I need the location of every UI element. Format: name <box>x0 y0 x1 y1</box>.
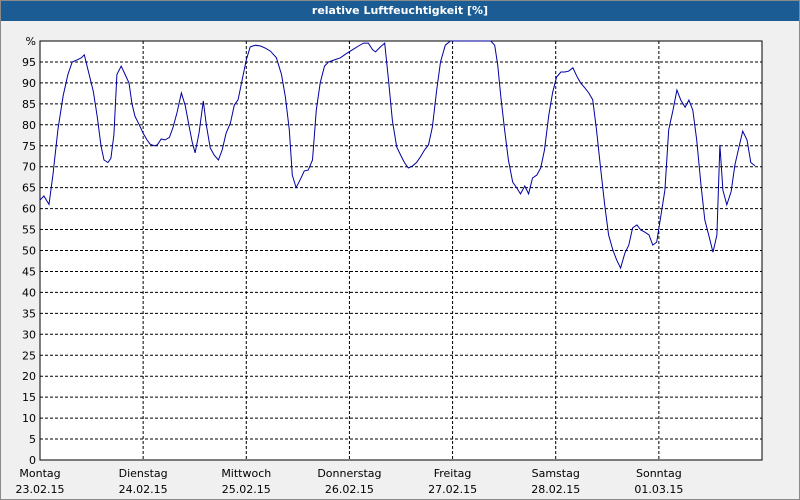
chart-title: relative Luftfeuchtigkeit [%] <box>312 4 488 17</box>
x-tick-label: Freitag <box>434 467 472 480</box>
data-line <box>39 40 756 270</box>
y-tick-label: 90 <box>22 77 36 90</box>
x-tick-label: Sonntag <box>636 467 682 480</box>
title-bar <box>1 1 799 21</box>
x-tick-label: Mittwoch <box>221 467 271 480</box>
y-tick-label: % <box>26 35 36 48</box>
x-tick-date: 28.02.15 <box>531 483 580 496</box>
y-tick-label: 40 <box>22 286 36 299</box>
y-tick-label: 85 <box>22 98 36 111</box>
x-tick-date: 25.02.15 <box>222 483 271 496</box>
x-tick-date: 01.03.15 <box>634 483 683 496</box>
x-tick-label: Dienstag <box>119 467 168 480</box>
y-tick-label: 95 <box>22 56 36 69</box>
y-tick-label: 75 <box>22 140 36 153</box>
y-tick-label: 5 <box>29 433 36 446</box>
y-tick-label: 45 <box>22 265 36 278</box>
y-tick-label: 60 <box>22 203 36 216</box>
x-tick-label: Montag <box>19 467 60 480</box>
y-tick-label: 10 <box>22 412 36 425</box>
x-tick-date: 26.02.15 <box>325 483 374 496</box>
y-tick-label: 35 <box>22 307 36 320</box>
x-tick-date: 24.02.15 <box>119 483 168 496</box>
plot-border <box>39 40 763 461</box>
x-tick-label: Donnerstag <box>317 467 381 480</box>
x-tick-date: 27.02.15 <box>428 483 477 496</box>
y-tick-label: 0 <box>29 454 36 467</box>
y-tick-label: 50 <box>22 245 36 258</box>
y-tick-label: 80 <box>22 119 36 132</box>
y-tick-label: 70 <box>22 161 36 174</box>
y-tick-label: 15 <box>22 391 36 404</box>
y-tick-label: 55 <box>22 224 36 237</box>
y-tick-label: 20 <box>22 370 36 383</box>
y-tick-label: 65 <box>22 182 36 195</box>
x-tick-date: 23.02.15 <box>16 483 65 496</box>
y-tick-label: 30 <box>22 328 36 341</box>
y-tick-label: 25 <box>22 349 36 362</box>
x-tick-label: Samstag <box>532 467 580 480</box>
